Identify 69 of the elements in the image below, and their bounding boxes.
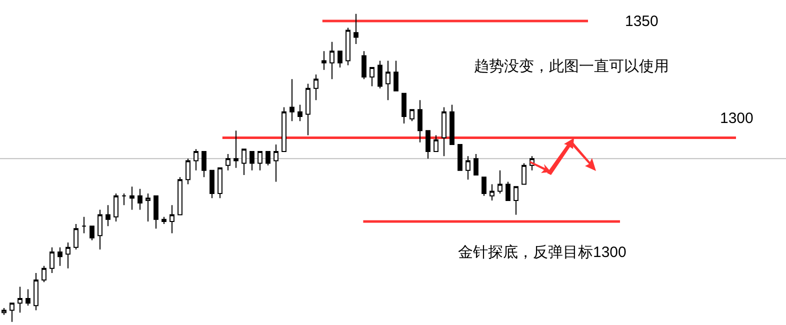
candlestick [194, 148, 198, 171]
candlestick [18, 286, 22, 314]
candlestick [450, 104, 454, 145]
candlestick [210, 170, 214, 199]
candlestick [298, 104, 302, 122]
candlestick [130, 186, 134, 210]
candlestick [490, 184, 494, 202]
candlestick [170, 204, 174, 234]
candlestick [98, 209, 102, 250]
text: 1350 [625, 13, 658, 30]
candlestick [242, 148, 246, 176]
candlestick [74, 223, 78, 250]
candlestick [122, 192, 126, 206]
candlestick [146, 192, 150, 222]
candlestick [506, 181, 510, 202]
candlestick [250, 151, 254, 171]
candlestick [106, 204, 110, 227]
candlestick [354, 13, 358, 45]
candlestick [498, 170, 502, 194]
candlestick [378, 60, 382, 89]
candlestick [522, 162, 526, 185]
candlestick [90, 226, 94, 241]
candlestick [266, 151, 270, 166]
candlestick [410, 109, 414, 122]
candlestick [442, 106, 446, 157]
candlestick [330, 41, 334, 80]
candlestick [338, 50, 342, 68]
candlestick [290, 78, 294, 122]
candlestick [386, 60, 390, 101]
candlestick [66, 242, 70, 269]
candlestick [218, 167, 222, 199]
candlestick [186, 158, 190, 185]
candlestick [10, 302, 14, 322]
candlestick [426, 130, 430, 160]
candlestick [394, 60, 398, 92]
candlestick [42, 265, 46, 283]
candlestick [370, 66, 374, 87]
candlestick [514, 186, 518, 216]
annotation: 趋势没变，此图一直可以使用 [474, 58, 669, 75]
candlestick [226, 154, 230, 171]
candlestick [234, 130, 238, 168]
candlestick [138, 188, 142, 210]
candlestick [178, 176, 182, 216]
candlestick [258, 151, 262, 171]
candlestick [282, 106, 286, 152]
candlestick [162, 216, 166, 224]
candlestick [322, 50, 326, 70]
candlestick [346, 27, 350, 66]
candlestick [474, 154, 478, 176]
candlestick [362, 50, 366, 80]
candlestick [434, 134, 438, 152]
text: 1300 [720, 110, 754, 127]
candlestick [402, 92, 406, 124]
candlestick [114, 192, 118, 222]
candlestick [82, 216, 86, 234]
candlestick [418, 100, 422, 143]
annotation: 金针探底，反弹目标1300 [458, 244, 626, 261]
candlestick [306, 83, 310, 136]
candlestick [154, 195, 158, 230]
candlestick [34, 272, 38, 311]
candlestick [202, 151, 206, 178]
candlestick [274, 144, 278, 182]
candlestick [50, 246, 54, 274]
candlestick [26, 288, 30, 306]
candlestick [58, 246, 62, 266]
candlestick [466, 156, 470, 180]
candlestick [482, 176, 486, 196]
candlestick [314, 74, 318, 101]
candlestick [458, 144, 462, 171]
